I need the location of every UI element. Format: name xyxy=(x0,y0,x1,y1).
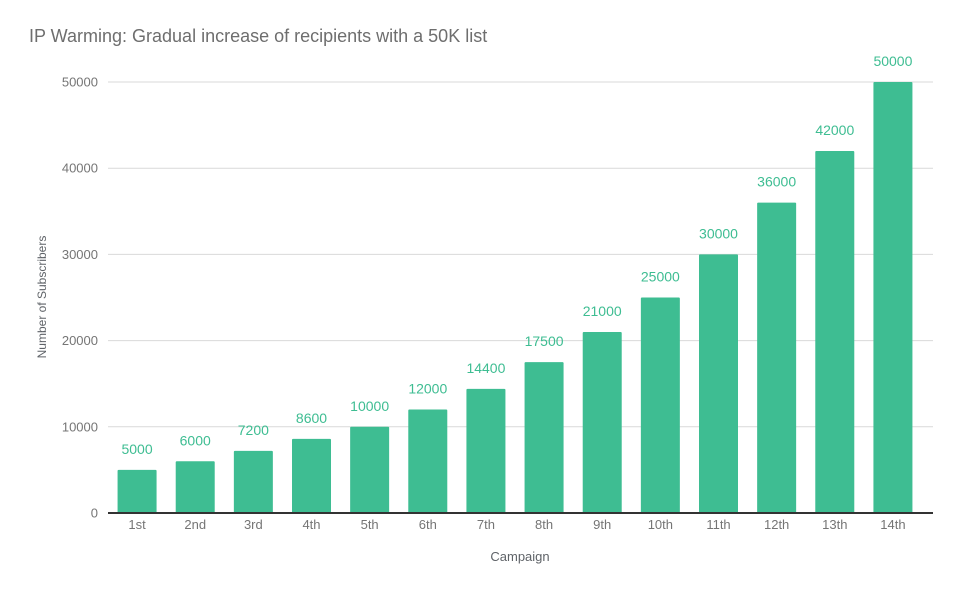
x-tick-label-14th: 14th xyxy=(880,517,905,532)
x-tick-label-5th: 5th xyxy=(361,517,379,532)
bar-value-label-8th: 17500 xyxy=(525,333,564,349)
bar-5th xyxy=(350,426,390,513)
x-tick-label-8th: 8th xyxy=(535,517,553,532)
bar-value-label-2nd: 6000 xyxy=(180,432,211,448)
bar-6th xyxy=(408,409,448,513)
x-axis-title: Campaign xyxy=(490,549,550,564)
bar-value-label-10th: 25000 xyxy=(641,269,680,285)
x-tick-label-11th: 11th xyxy=(706,517,730,532)
bar-value-label-6th: 12000 xyxy=(408,381,447,397)
bar-9th xyxy=(582,331,622,513)
x-tick-label-2nd: 2nd xyxy=(184,517,206,532)
bar-value-label-13th: 42000 xyxy=(815,122,854,138)
x-tick-label-10th: 10th xyxy=(648,517,673,532)
x-tick-label-4th: 4th xyxy=(302,517,320,532)
bar-value-label-3rd: 7200 xyxy=(238,422,269,438)
x-tick-label-1st: 1st xyxy=(128,517,146,532)
bar-value-label-9th: 21000 xyxy=(583,303,622,319)
y-tick-label-0: 0 xyxy=(91,506,98,521)
x-tick-label-12th: 12th xyxy=(764,517,789,532)
bar-3rd xyxy=(233,450,273,513)
y-tick-label-20000: 20000 xyxy=(62,333,98,348)
bar-4th xyxy=(292,438,331,513)
bar-value-label-11th: 30000 xyxy=(699,225,738,241)
bar-value-label-5th: 10000 xyxy=(350,398,389,414)
x-tick-label-6th: 6th xyxy=(419,517,437,532)
x-tick-label-3rd: 3rd xyxy=(244,517,263,532)
bar-value-label-14th: 50000 xyxy=(873,53,912,69)
bar-12th xyxy=(757,202,797,513)
bar-8th xyxy=(524,362,564,513)
x-tick-label-13th: 13th xyxy=(822,517,847,532)
bar-11th xyxy=(699,254,738,513)
y-tick-label-30000: 30000 xyxy=(62,247,98,262)
bar-2nd xyxy=(175,461,215,513)
bar-1st xyxy=(117,469,157,513)
bar-value-label-12th: 36000 xyxy=(757,174,796,190)
y-axis-title: Number of Subscribers xyxy=(35,235,49,359)
y-tick-label-10000: 10000 xyxy=(62,419,98,434)
bar-7th xyxy=(466,388,506,513)
x-tick-label-9th: 9th xyxy=(593,517,611,532)
bar-13th xyxy=(815,150,855,513)
bar-value-label-4th: 8600 xyxy=(296,410,327,426)
bar-value-label-1st: 5000 xyxy=(121,441,152,457)
bar-value-label-7th: 14400 xyxy=(466,360,505,376)
y-tick-label-40000: 40000 xyxy=(62,161,98,176)
chart-title: IP Warming: Gradual increase of recipien… xyxy=(29,26,488,46)
y-tick-label-50000: 50000 xyxy=(62,75,98,90)
x-tick-label-7th: 7th xyxy=(477,517,495,532)
bar-14th xyxy=(873,82,913,513)
bar-10th xyxy=(640,297,680,513)
